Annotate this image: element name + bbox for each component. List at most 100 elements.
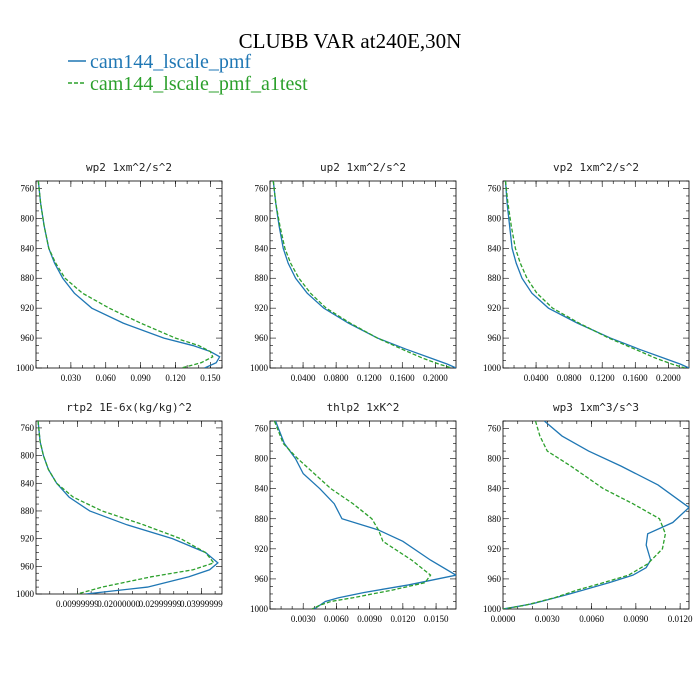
x-tick-label: 0.0150 (424, 614, 449, 624)
panel-title-3: rtp2 1E-6x(kg/kg)^2 (66, 401, 192, 414)
y-tick-label: 960 (255, 574, 269, 584)
series-line-2-0 (504, 181, 689, 368)
series-line-0-1 (37, 181, 214, 368)
panel-frame-1 (269, 180, 457, 369)
x-tick-label: 0.0090 (357, 614, 382, 624)
y-tick-label: 920 (255, 544, 269, 554)
y-tick-label: 1000 (483, 604, 502, 614)
x-tick-label: 0.0120 (390, 614, 415, 624)
y-tick-label: 840 (21, 478, 35, 488)
x-tick-label: 0.2000 (423, 373, 448, 383)
y-tick-label: 800 (488, 213, 502, 223)
x-tick-label: 0.030 (61, 373, 82, 383)
x-tick-label: 0.00999999 (56, 599, 99, 609)
panel-frame-5 (502, 420, 690, 610)
series-line-1-1 (272, 181, 453, 368)
panel-3: rtp2 1E-6x(kg/kg)^2 760 800 840 880 920 960 100… (16, 401, 223, 609)
series-line-4-0 (274, 421, 456, 609)
y-tick-label: 800 (255, 454, 269, 464)
x-tick-label: 0.02000000 (97, 599, 140, 609)
y-tick-label: 1000 (483, 363, 502, 373)
y-tick-label: 760 (21, 423, 35, 433)
y-tick-label: 840 (255, 243, 269, 253)
panel-frame-4 (269, 420, 457, 610)
y-tick-label: 1000 (250, 604, 269, 614)
panel-frame-2 (502, 180, 690, 369)
x-tick-label: 0.1600 (623, 373, 648, 383)
panel-title-2: vp2 1xm^2/s^2 (553, 161, 639, 174)
y-tick-label: 960 (255, 333, 269, 343)
y-tick-label: 840 (488, 484, 502, 494)
x-tick-label: 0.1200 (357, 373, 382, 383)
x-tick-label: 0.2000 (656, 373, 681, 383)
series-line-1-0 (272, 181, 456, 368)
x-tick-label: 0.02999999 (139, 599, 182, 609)
panel-title-4: thlp2 1xK^2 (327, 401, 400, 414)
panel-title-1: up2 1xm^2/s^2 (320, 161, 406, 174)
x-tick-label: 0.0800 (324, 373, 349, 383)
y-tick-label: 1000 (250, 363, 269, 373)
y-tick-label: 840 (255, 484, 269, 494)
series-line-5-0 (503, 421, 689, 609)
x-tick-label: 0.0060 (324, 614, 349, 624)
y-tick-label: 920 (255, 303, 269, 313)
legend-label-0: cam144_lscale_pmf (90, 51, 251, 73)
y-tick-label: 1000 (16, 589, 35, 599)
panel-frame-0 (35, 180, 223, 369)
y-tick-label: 880 (255, 273, 269, 283)
y-tick-label: 960 (488, 574, 502, 584)
panel-title-5: wp3 1xm^3/s^3 (553, 401, 639, 414)
y-tick-label: 800 (21, 213, 35, 223)
x-tick-label: 0.1200 (590, 373, 615, 383)
series-line-3-1 (37, 421, 215, 594)
y-tick-label: 760 (488, 183, 502, 193)
y-tick-label: 760 (21, 183, 35, 193)
y-tick-label: 760 (255, 183, 269, 193)
y-tick-label: 920 (488, 544, 502, 554)
series-line-0-0 (37, 181, 221, 368)
y-tick-label: 920 (21, 303, 35, 313)
panel-4: thlp2 1xK^2 760 800 840 880 920 960 1000 0.0030 0… (250, 401, 457, 624)
panel-2: vp2 1xm^2/s^2 760 800 840 880 920 960 1000 0.040… (483, 161, 690, 383)
y-tick-label: 760 (255, 424, 269, 434)
y-tick-label: 880 (255, 514, 269, 524)
series-line-4-1 (273, 421, 432, 609)
x-tick-label: 0.0000 (491, 614, 516, 624)
x-tick-label: 0.0400 (524, 373, 549, 383)
legend-label-1: cam144_lscale_pmf_a1test (90, 73, 308, 95)
y-tick-label: 880 (488, 514, 502, 524)
x-tick-label: 0.0400 (291, 373, 316, 383)
y-tick-label: 840 (488, 243, 502, 253)
panel-frame-3 (35, 420, 223, 595)
x-tick-label: 0.1600 (390, 373, 415, 383)
y-tick-label: 800 (488, 454, 502, 464)
y-tick-label: 920 (21, 534, 35, 544)
panel-grid: wp2 1xm^2/s^2 760 800 840 880 920 960 1000 0.030… (16, 161, 693, 624)
y-tick-label: 960 (21, 561, 35, 571)
x-tick-label: 0.0120 (668, 614, 693, 624)
y-tick-label: 800 (21, 451, 35, 461)
legend: cam144_lscale_pmf cam144_lscale_pmf_a1te… (68, 51, 308, 95)
x-tick-label: 0.03999999 (180, 599, 223, 609)
x-tick-label: 0.0060 (579, 614, 604, 624)
y-tick-label: 760 (488, 424, 502, 434)
x-tick-label: 0.0800 (557, 373, 582, 383)
panel-0: wp2 1xm^2/s^2 760 800 840 880 920 960 1000 0.030… (16, 161, 223, 383)
x-tick-label: 0.120 (165, 373, 186, 383)
panel-1: up2 1xm^2/s^2 760 800 840 880 920 960 1000 0.040… (250, 161, 457, 383)
y-tick-label: 880 (21, 273, 35, 283)
y-tick-label: 800 (255, 213, 269, 223)
x-tick-label: 0.150 (200, 373, 221, 383)
panel-5: wp3 1xm^3/s^3 760 800 840 880 920 960 10000.000… (483, 401, 693, 624)
y-tick-label: 880 (488, 273, 502, 283)
panel-title-0: wp2 1xm^2/s^2 (86, 161, 172, 174)
y-tick-label: 840 (21, 243, 35, 253)
y-tick-label: 960 (488, 333, 502, 343)
series-line-2-1 (504, 181, 686, 368)
x-tick-label: 0.0090 (623, 614, 648, 624)
x-tick-label: 0.090 (131, 373, 152, 383)
y-tick-label: 880 (21, 506, 35, 516)
y-tick-label: 1000 (16, 363, 35, 373)
figure-title: CLUBB VAR at240E,30N (239, 29, 462, 53)
